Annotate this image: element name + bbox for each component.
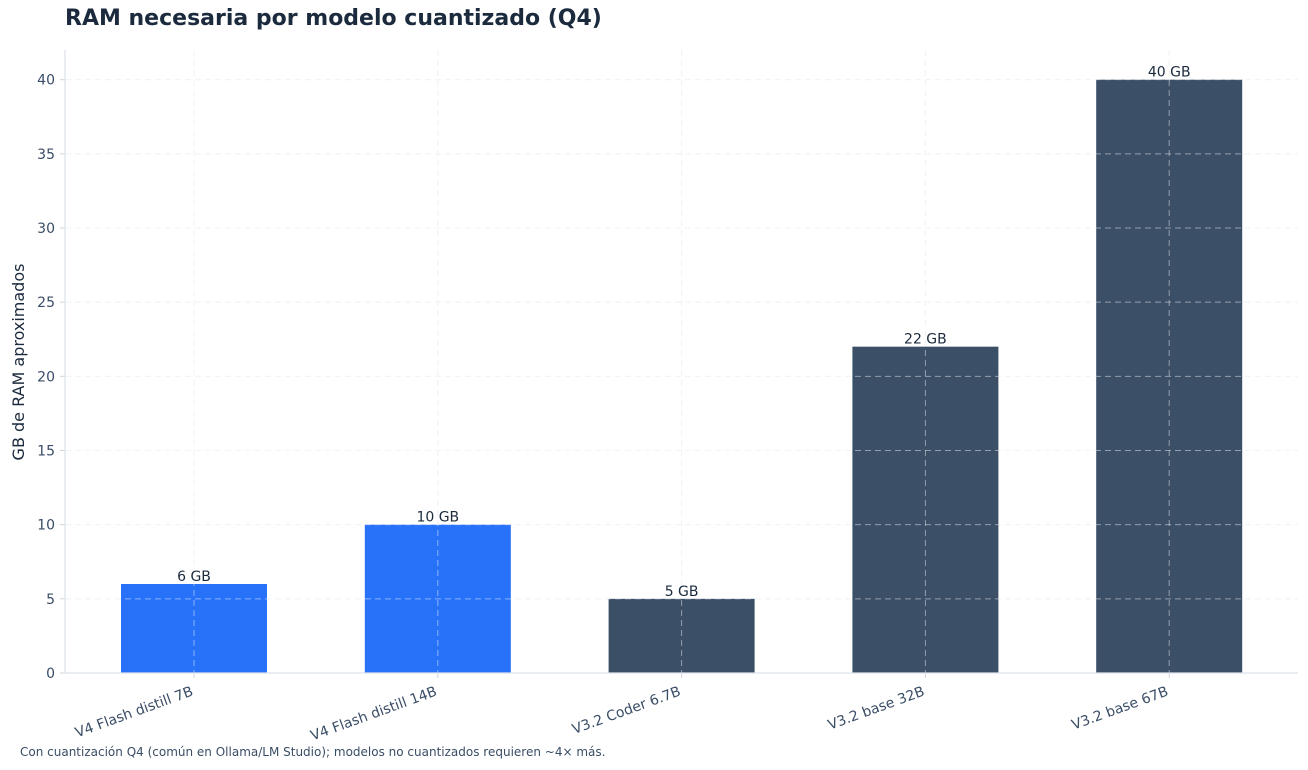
footnote: Con cuantización Q4 (común en Ollama/LM … (20, 745, 606, 759)
x-category-label: V3.2 base 32B (826, 684, 927, 734)
bar (364, 524, 511, 673)
x-category-label: V4 Flash distill 7B (73, 684, 195, 742)
chart-title: RAM necesaria por modelo cuantizado (Q4) (65, 6, 602, 31)
bar-value-label: 5 GB (665, 584, 699, 600)
y-tick-label: 25 (37, 295, 55, 311)
y-tick-label: 0 (46, 666, 55, 682)
y-axis-title: GB de RAM aproximados (9, 264, 28, 461)
bars (121, 79, 1243, 673)
y-tick-label: 20 (37, 369, 55, 385)
y-tick-label: 30 (37, 221, 55, 237)
x-category-label: V3.2 base 67B (1070, 684, 1171, 734)
y-tick-label: 15 (37, 444, 55, 460)
y-tick-label: 40 (37, 73, 55, 89)
x-category-label: V3.2 Coder 6.7B (570, 684, 683, 738)
y-tick-label: 35 (37, 147, 55, 163)
y-tick-label: 5 (46, 592, 55, 608)
bar-value-label: 40 GB (1148, 65, 1191, 81)
bar (121, 584, 267, 673)
bar-value-label: 22 GB (904, 332, 947, 348)
bar (608, 598, 755, 673)
bar-value-label: 6 GB (177, 569, 211, 585)
axes (60, 50, 1298, 678)
bar-value-label: 10 GB (416, 510, 459, 526)
bar (1096, 79, 1243, 673)
y-tick-label: 10 (37, 518, 55, 534)
x-category-label: V4 Flash distill 14B (309, 684, 440, 745)
bar (852, 346, 999, 673)
